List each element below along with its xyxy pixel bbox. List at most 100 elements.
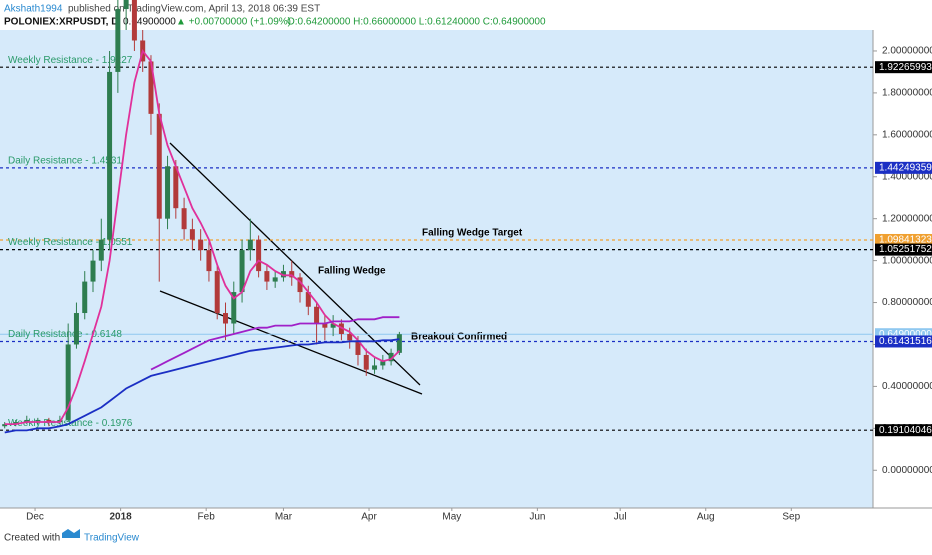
wedge-upper: [169, 142, 421, 386]
candle-body: [272, 277, 278, 282]
price-box: [875, 161, 932, 174]
candle-body: [24, 419, 30, 423]
candle-body: [314, 306, 320, 324]
footer-created: Created with: [4, 533, 60, 544]
candle-body: [256, 239, 262, 272]
wedge-label: Falling Wedge: [318, 266, 386, 277]
candle-body: [131, 0, 137, 41]
wedge-lower: [159, 290, 423, 395]
price-box-label: 0.61431516: [879, 336, 932, 347]
x-tick-label: 2018: [109, 512, 132, 523]
candle-body: [73, 313, 79, 345]
candle-body: [214, 271, 220, 314]
level-label: Weekly Resistance - 1.9227: [8, 55, 133, 66]
y-tick-label: 1.80000000: [882, 88, 932, 99]
x-tick-label: Feb: [198, 512, 216, 523]
price-box: [875, 335, 932, 348]
candle-body: [355, 340, 361, 355]
candle-body: [198, 239, 204, 251]
candle-body: [90, 260, 96, 282]
y-tick-label: 1.20000000: [882, 213, 932, 224]
candle-body: [35, 419, 41, 421]
price: 0.64900000: [123, 17, 176, 28]
x-tick-label: Jul: [614, 512, 627, 523]
candle-body: [98, 239, 104, 261]
candle-body: [338, 323, 344, 334]
y-tick-label: 1.60000000: [882, 129, 932, 140]
x-tick-label: Dec: [26, 512, 44, 523]
candle-body: [247, 239, 253, 251]
moving-average: [4, 338, 400, 434]
candle-body: [206, 250, 212, 272]
change: ▲ +0.00700000 (+1.09%): [176, 17, 291, 28]
footer-brand: TradingView: [84, 533, 140, 544]
price-box: [875, 233, 932, 246]
moving-average: [4, 49, 401, 425]
price-box-label: 1.44249359: [879, 162, 932, 173]
candle-body: [322, 323, 328, 328]
logo: [62, 529, 80, 538]
candle-body: [363, 354, 369, 370]
candle-body: [372, 365, 378, 370]
author: Akshath1994: [4, 4, 63, 15]
candle-body: [13, 422, 19, 425]
price-box-label: 1.09841323: [879, 235, 932, 246]
level-label: Falling Wedge Target: [422, 228, 523, 239]
candle-body: [165, 166, 171, 219]
candle-body: [297, 277, 303, 293]
candle-body: [65, 344, 71, 420]
x-tick-label: Sep: [782, 512, 800, 523]
candle-body: [46, 419, 52, 423]
x-tick-label: Jun: [529, 512, 545, 523]
price-box: [875, 61, 932, 74]
y-tick-label: 0.80000000: [882, 297, 932, 308]
candle-body: [189, 229, 195, 240]
candle-body: [222, 313, 228, 324]
x-tick-label: Apr: [361, 512, 377, 523]
candle-body: [289, 271, 295, 278]
x-tick-label: May: [442, 512, 461, 523]
candle-body: [156, 113, 162, 219]
level-label: Daily Resistance - 0.6148: [8, 329, 122, 340]
candle-body: [148, 61, 154, 114]
candle-body: [380, 361, 386, 366]
published: published on TradingView.com, April 13, …: [68, 4, 320, 15]
candle-body: [305, 292, 311, 307]
candle-body: [347, 333, 353, 341]
x-tick-label: Mar: [275, 512, 293, 523]
candle-body: [388, 352, 394, 362]
candle-body: [181, 208, 187, 230]
ohlc: O:0.64200000 H:0.66000000 L:0.61240000 C…: [287, 17, 546, 28]
y-tick-label: 1.00000000: [882, 255, 932, 266]
y-tick-label: 0.40000000: [882, 381, 932, 392]
candle-body: [173, 166, 179, 209]
price-box-label: 0.19104046: [879, 425, 932, 436]
price-box-label: 1.05251752: [879, 244, 932, 255]
candle-body: [396, 334, 402, 353]
candle-body: [115, 9, 121, 72]
y-tick-label: 2.00000000: [882, 46, 932, 57]
price-box: [875, 424, 932, 437]
candle-body: [82, 281, 88, 314]
y-tick-label: 1.40000000: [882, 171, 932, 182]
candle-body: [264, 271, 270, 282]
level-label: Weekly Resistance - 1.0551: [8, 237, 133, 248]
candle-body: [107, 71, 113, 240]
price-box-label: 0.64900000: [879, 329, 932, 340]
moving-average: [150, 316, 400, 371]
candle-body: [330, 323, 336, 328]
candle-body: [239, 250, 245, 293]
level-label: Daily Resistance - 1.4531: [8, 155, 122, 166]
price-box-label: 1.92265993: [879, 62, 932, 73]
y-tick-label: 0.00000000: [882, 465, 932, 476]
candle-body: [123, 0, 129, 10]
breakout-label: Breakout Confirmed: [411, 332, 507, 343]
symbol: POLONIEX:XRPUSDT, D: [4, 17, 118, 28]
candle-body: [280, 271, 286, 278]
x-tick-label: Aug: [697, 512, 715, 523]
candle-body: [2, 424, 8, 427]
plot-area: [0, 30, 873, 508]
price-box: [875, 243, 932, 256]
candle-body: [231, 292, 237, 324]
